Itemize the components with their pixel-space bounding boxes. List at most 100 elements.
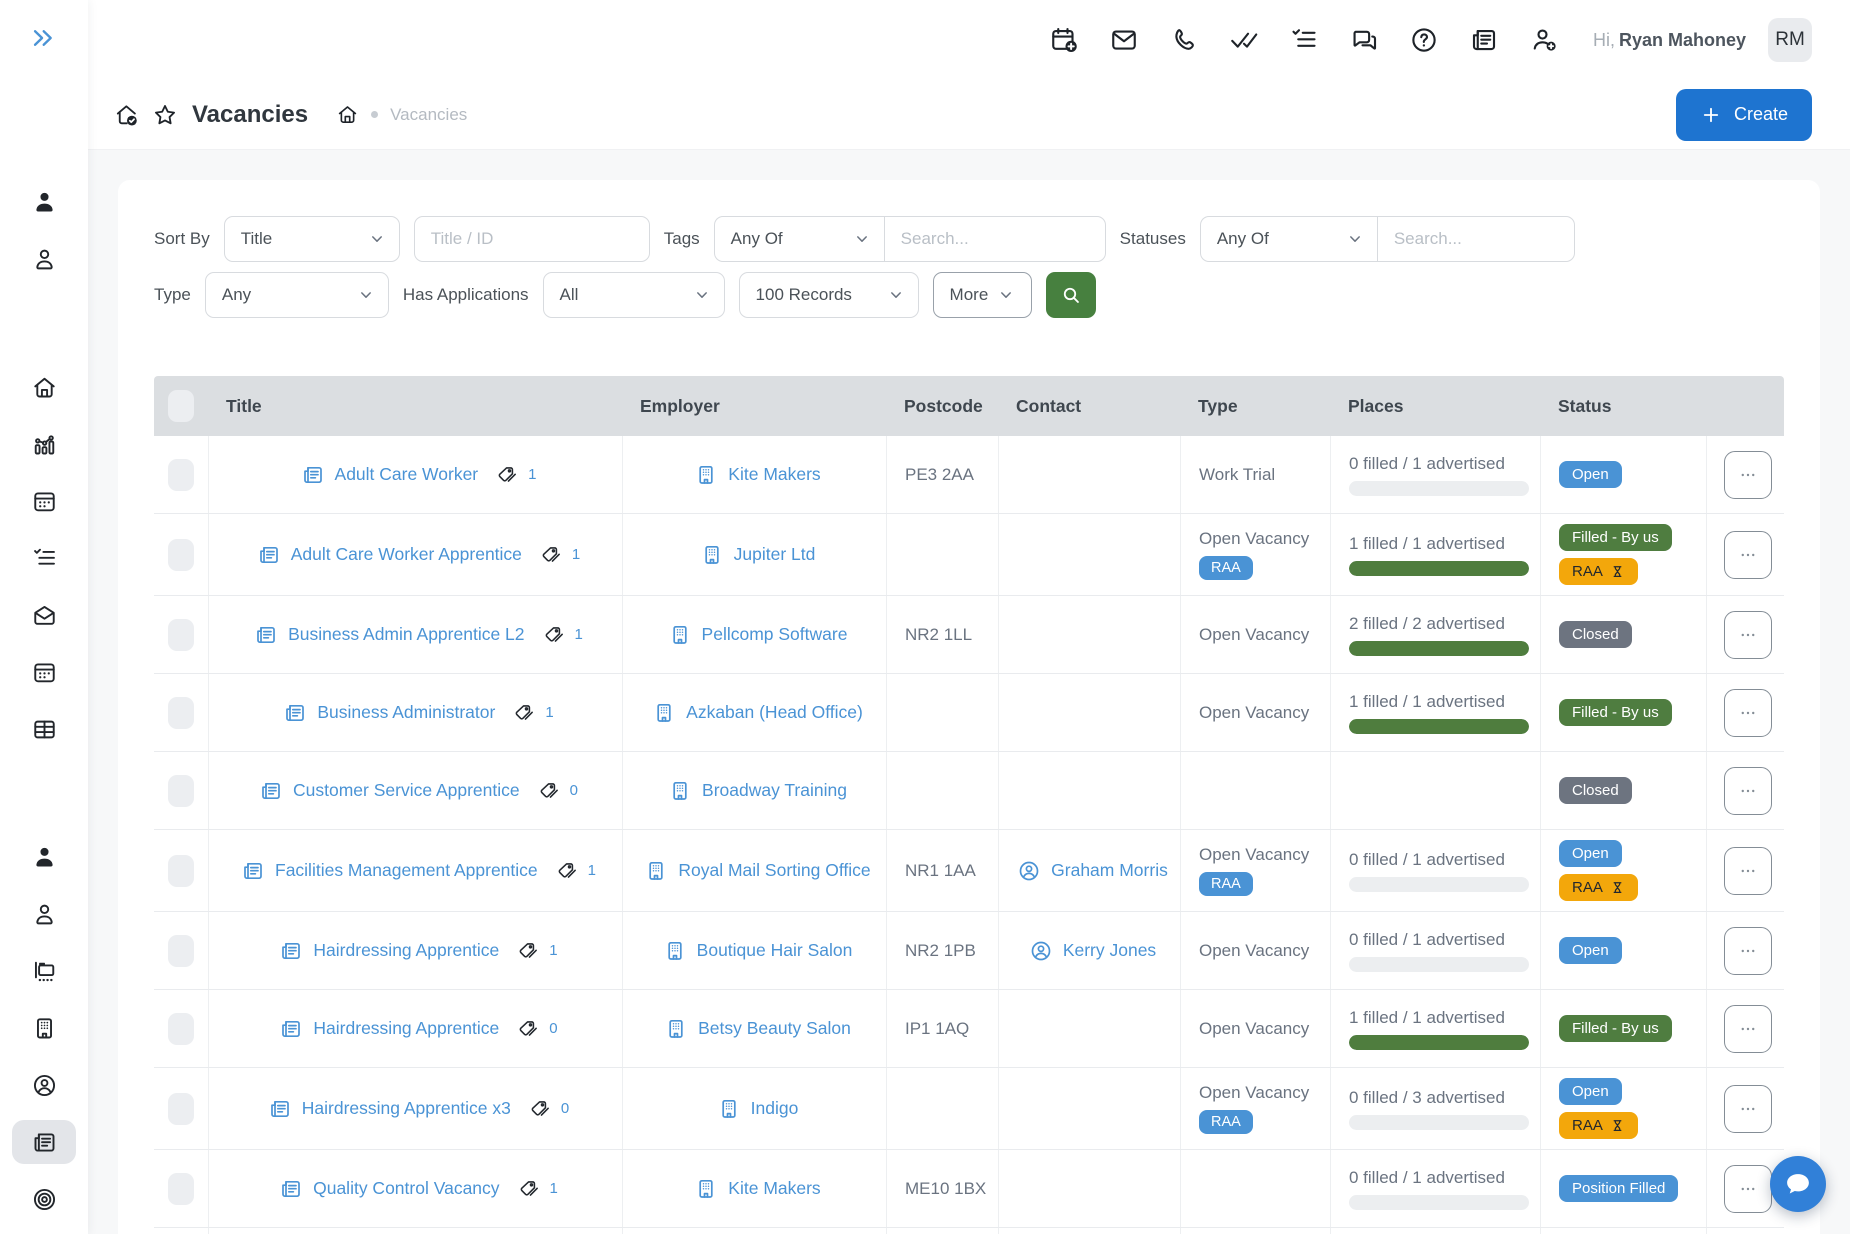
vacancy-title-link[interactable]: Hairdressing Apprentice xyxy=(313,940,500,960)
sidebar-item-building[interactable] xyxy=(12,1006,76,1050)
sidebar-item-home[interactable] xyxy=(12,365,76,409)
sidebar-item-target[interactable] xyxy=(12,1177,76,1221)
row-actions-button[interactable] xyxy=(1723,926,1772,975)
row-actions-button[interactable] xyxy=(1723,450,1772,499)
column-header-contact[interactable]: Contact xyxy=(1016,395,1082,416)
sidebar-item-analytics[interactable] xyxy=(12,422,76,466)
records-select[interactable]: 100 Records xyxy=(738,272,919,318)
sidebar-item-person-filled[interactable] xyxy=(12,180,76,224)
places-value: 0 filled / 1 advertised xyxy=(1349,453,1505,473)
tags-search-input[interactable] xyxy=(883,216,1106,262)
statuses-select[interactable]: Any Of xyxy=(1199,216,1377,262)
column-header-places[interactable]: Places xyxy=(1348,395,1404,416)
user-avatar[interactable]: RM xyxy=(1768,18,1812,62)
row-checkbox[interactable] xyxy=(168,618,194,651)
row-actions-button[interactable] xyxy=(1723,530,1772,579)
topbar-mail-button[interactable] xyxy=(1109,25,1139,55)
column-header-status[interactable]: Status xyxy=(1558,395,1612,416)
sidebar-item-task-list[interactable] xyxy=(12,536,76,580)
employer-link[interactable]: Kite Makers xyxy=(728,464,821,484)
title-id-input[interactable] xyxy=(413,216,650,262)
chat-launcher-button[interactable] xyxy=(1770,1156,1826,1212)
places-value: 1 filled / 1 advertised xyxy=(1349,533,1505,553)
employer-link[interactable]: Jupiter Ltd xyxy=(733,544,816,564)
row-checkbox[interactable] xyxy=(168,1012,194,1045)
vacancy-title-link[interactable]: Hairdressing Apprentice x3 xyxy=(301,1098,511,1118)
sidebar-item-calendar[interactable] xyxy=(12,650,76,694)
vacancy-title-link[interactable]: Business Admin Apprentice L2 xyxy=(288,624,525,644)
row-actions-button[interactable] xyxy=(1723,846,1772,895)
employer-link[interactable]: Kite Makers xyxy=(728,1178,821,1198)
has-applications-select[interactable]: All xyxy=(542,272,725,318)
topbar-task-list-button[interactable] xyxy=(1289,25,1319,55)
row-actions-button[interactable] xyxy=(1723,1164,1772,1213)
column-header-employer[interactable]: Employer xyxy=(640,395,720,416)
row-checkbox[interactable] xyxy=(168,458,194,491)
row-checkbox[interactable] xyxy=(168,1172,194,1205)
topbar-double-check-button[interactable] xyxy=(1229,25,1259,55)
topbar-newspaper-button[interactable] xyxy=(1469,25,1499,55)
row-checkbox[interactable] xyxy=(168,934,194,967)
sidebar-item-calendar[interactable] xyxy=(12,479,76,523)
row-checkbox[interactable] xyxy=(168,854,194,887)
select-all-checkbox[interactable] xyxy=(168,390,194,422)
row-checkbox[interactable] xyxy=(168,774,194,807)
sidebar-item-person-outline[interactable] xyxy=(12,237,76,281)
vacancy-title-link[interactable]: Hairdressing Apprentice xyxy=(313,1018,500,1038)
employer-link[interactable]: Royal Mail Sorting Office xyxy=(678,860,871,880)
row-checkbox[interactable] xyxy=(168,1092,194,1125)
column-header-postcode[interactable]: Postcode xyxy=(904,395,983,416)
employer-link[interactable]: Boutique Hair Salon xyxy=(696,940,853,960)
search-button[interactable] xyxy=(1046,272,1097,318)
employer-link[interactable]: Broadway Training xyxy=(702,780,847,800)
ellipsis-icon xyxy=(1737,780,1759,802)
employer-link[interactable]: Pellcomp Software xyxy=(701,624,848,644)
row-checkbox[interactable] xyxy=(168,696,194,729)
sort-by-select[interactable]: Title xyxy=(223,216,400,262)
column-header-title[interactable]: Title xyxy=(226,395,262,416)
sidebar-item-newspaper[interactable] xyxy=(12,1120,76,1164)
sidebar-item-person-filled[interactable] xyxy=(12,835,76,879)
employer-link[interactable]: Indigo xyxy=(750,1098,799,1118)
more-filters-button[interactable]: More xyxy=(932,272,1033,318)
row-actions-button[interactable] xyxy=(1723,610,1772,659)
sidebar-item-person-outline[interactable] xyxy=(12,892,76,936)
breadcrumb-home-icon[interactable] xyxy=(336,103,359,126)
contact-link[interactable]: Kerry Jones xyxy=(1062,940,1157,960)
home-check-icon[interactable] xyxy=(114,102,140,128)
topbar-person-add-button[interactable] xyxy=(1529,25,1559,55)
row-actions-button[interactable] xyxy=(1723,1004,1772,1053)
tags-select[interactable]: Any Of xyxy=(713,216,884,262)
row-actions-button[interactable] xyxy=(1723,688,1772,737)
sidebar-item-mail-open[interactable] xyxy=(12,593,76,637)
create-button[interactable]: Create xyxy=(1675,88,1812,141)
sidebar-item-person-circle[interactable] xyxy=(12,1063,76,1107)
column-header-type[interactable]: Type xyxy=(1198,395,1238,416)
breadcrumb-item[interactable]: Vacancies xyxy=(390,104,468,124)
employer-link[interactable]: Betsy Beauty Salon xyxy=(698,1018,851,1038)
star-favorite-icon[interactable] xyxy=(152,102,178,128)
vacancy-title-link[interactable]: Adult Care Worker xyxy=(334,464,479,484)
employer-icon xyxy=(700,543,724,567)
row-checkbox[interactable] xyxy=(168,538,194,571)
row-actions-button[interactable] xyxy=(1723,1084,1772,1133)
sidebar-item-grid[interactable] xyxy=(12,707,76,751)
topbar-chat-button[interactable] xyxy=(1349,25,1379,55)
contact-link[interactable]: Graham Morris xyxy=(1051,860,1168,880)
row-actions-button[interactable] xyxy=(1723,766,1772,815)
statuses-search-input[interactable] xyxy=(1376,216,1575,262)
topbar-help-button[interactable] xyxy=(1409,25,1439,55)
sidebar-expand-button[interactable] xyxy=(29,24,59,54)
vacancy-title-link[interactable]: Facilities Management Apprentice xyxy=(275,860,538,880)
type-select[interactable]: Any xyxy=(204,272,389,318)
vacancy-title-link[interactable]: Customer Service Apprentice xyxy=(293,780,520,800)
double-check-icon xyxy=(1229,25,1259,55)
vacancy-title-link[interactable]: Adult Care Worker Apprentice xyxy=(290,544,522,564)
topbar-calendar-add-button[interactable] xyxy=(1049,25,1079,55)
employer-link[interactable]: Azkaban (Head Office) xyxy=(686,702,863,722)
table-row: Business Admin Apprentice L2 1 Pellcomp So… xyxy=(154,596,1784,674)
vacancy-title-link[interactable]: Quality Control Vacancy xyxy=(313,1178,500,1198)
vacancy-title-link[interactable]: Business Administrator xyxy=(317,702,496,722)
sidebar-item-board[interactable] xyxy=(12,949,76,993)
topbar-phone-button[interactable] xyxy=(1169,25,1199,55)
